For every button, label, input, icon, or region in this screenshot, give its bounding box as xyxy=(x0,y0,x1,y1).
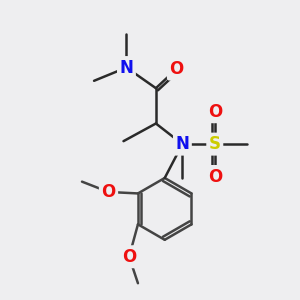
Text: O: O xyxy=(208,167,222,185)
Text: N: N xyxy=(119,58,134,76)
Text: N: N xyxy=(176,135,189,153)
Text: O: O xyxy=(122,248,136,266)
Text: O: O xyxy=(169,60,184,78)
Text: S: S xyxy=(209,135,221,153)
Text: O: O xyxy=(208,103,222,121)
Text: O: O xyxy=(101,183,116,201)
